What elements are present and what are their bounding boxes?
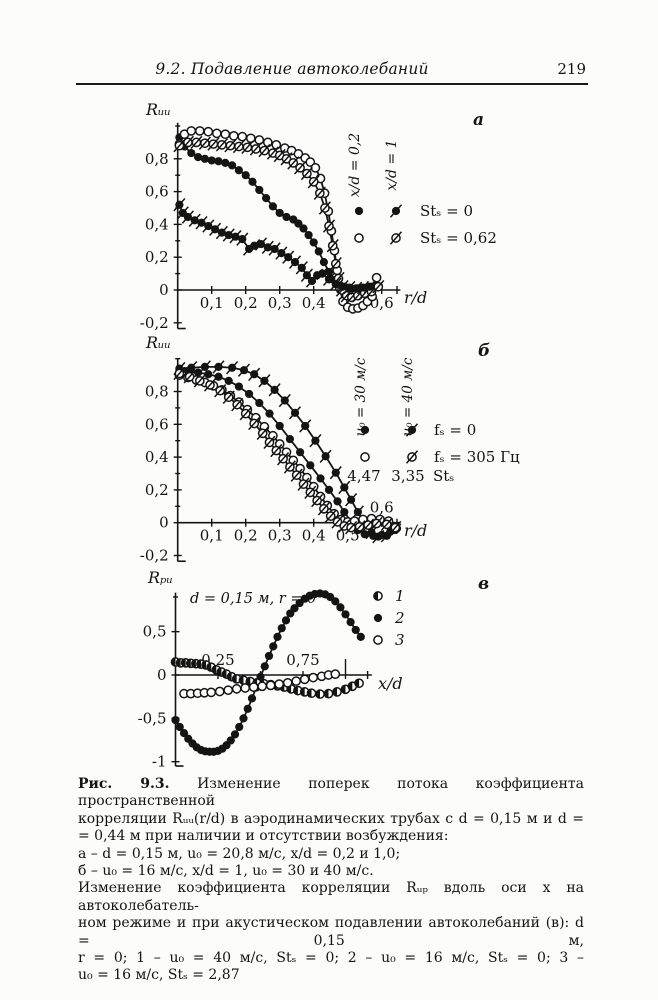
svg-text:а: а [473,110,484,130]
caption-line: корреляции Rᵤᵤ(r/d) в аэродинамических т… [78,810,584,827]
svg-text:x/d = 0,2: x/d = 0,2 [347,133,363,198]
svg-text:0,4: 0,4 [302,294,326,312]
svg-text:2: 2 [394,609,405,627]
svg-text:0,2: 0,2 [145,481,169,499]
caption-line: u₀ = 16 м/с, Stₛ = 2,87 [78,967,240,984]
svg-text:0,5: 0,5 [143,623,167,641]
caption-line: Рис. 9.3. Изменение поперек потока коэфф… [78,776,584,811]
svg-text:б: б [478,341,490,361]
svg-text:Stₛ: Stₛ [433,467,454,485]
page-number: 219 [557,60,586,78]
svg-text:x/d: x/d [378,674,403,693]
page-header: 9.2. Подавление автоколебаний 219 [76,60,588,85]
svg-text:d = 0,15 м, r = 0: d = 0,15 м, r = 0 [190,591,316,607]
svg-text:u₀ = 40 м/с: u₀ = 40 м/с [400,357,416,436]
svg-text:0,4: 0,4 [145,448,169,466]
svg-text:3,35: 3,35 [391,467,424,485]
svg-text:0,1: 0,1 [200,294,224,312]
svg-text:r/d: r/d [404,521,427,540]
svg-text:0: 0 [159,281,169,299]
caption-text: Изменение поперек потока коэффициента пр… [78,776,584,810]
chart-panel-b: 0,80,60,40,20-0,20,1 0,2 0,3 0,4 0,50,6r/dRᵤ… [140,333,520,565]
svg-text:0: 0 [159,514,169,532]
chart-panel-a: 0,80,60,40,20-0,20,1 0,2 0,3 0,4 0,6 r/dRᵤᵤаx… [140,100,497,332]
svg-text:0,8: 0,8 [145,383,169,401]
svg-text:0,1: 0,1 [200,527,224,545]
svg-text:0,75: 0,75 [286,651,319,669]
svg-text:Rₚᵤ: Rₚᵤ [147,568,173,587]
svg-text:Stₛ = 0,62: Stₛ = 0,62 [420,229,497,247]
svg-text:Rᵤᵤ: Rᵤᵤ [145,333,171,352]
svg-text:-0,5: -0,5 [138,709,167,727]
svg-text:u₀ = 30 м/с: u₀ = 30 м/с [353,357,369,436]
svg-text:0,6: 0,6 [145,183,169,201]
svg-text:fₛ = 305 Гц: fₛ = 305 Гц [434,448,520,466]
svg-text:Stₛ = 0: Stₛ = 0 [420,202,473,220]
svg-text:0,4: 0,4 [145,215,169,233]
svg-text:0,2: 0,2 [234,294,258,312]
caption-line: б – u₀ = 16 м/с, x/d = 1, u₀ = 30 и 40 м… [78,863,374,880]
svg-text:-1: -1 [152,753,167,771]
section-title: 9.2. Подавление автоколебаний [155,60,429,78]
svg-text:0,3: 0,3 [268,527,292,545]
svg-text:Rᵤᵤ: Rᵤᵤ [145,100,171,119]
caption-line: ном режиме и при акустическом подавлении… [78,915,584,949]
caption-line: Изменение коэффициента корреляции Rᵤₚ вд… [78,880,584,914]
caption-line: r = 0; 1 – u₀ = 40 м/с, Stₛ = 0; 2 – u₀ … [78,950,584,967]
svg-text:0,6: 0,6 [145,415,169,433]
svg-text:1: 1 [395,587,405,605]
svg-text:0,8: 0,8 [145,150,169,168]
svg-text:-0,2: -0,2 [140,547,169,565]
svg-text:4,47: 4,47 [347,467,380,485]
svg-text:0,3: 0,3 [268,294,292,312]
svg-text:0,4: 0,4 [302,527,326,545]
figure-label: Рис. 9.3. [78,776,170,792]
svg-text:-0,2: -0,2 [140,314,169,332]
svg-text:0,2: 0,2 [145,248,169,266]
svg-text:в: в [478,574,489,594]
svg-text:fₛ = 0: fₛ = 0 [434,421,476,439]
svg-text:r/d: r/d [404,288,427,307]
svg-text:3: 3 [395,631,405,649]
figure-caption: Рис. 9.3. Изменение поперек потока коэфф… [78,776,584,985]
svg-text:0: 0 [157,666,167,684]
svg-text:x/d = 1: x/d = 1 [384,139,400,190]
svg-text:0,6: 0,6 [370,499,394,517]
svg-text:0,2: 0,2 [234,527,258,545]
caption-line: а – d = 0,15 м, u₀ = 20,8 м/с, x/d = 0,2… [78,845,401,862]
caption-line: = 0,44 м при наличии и отсутствии возбуж… [78,828,449,845]
